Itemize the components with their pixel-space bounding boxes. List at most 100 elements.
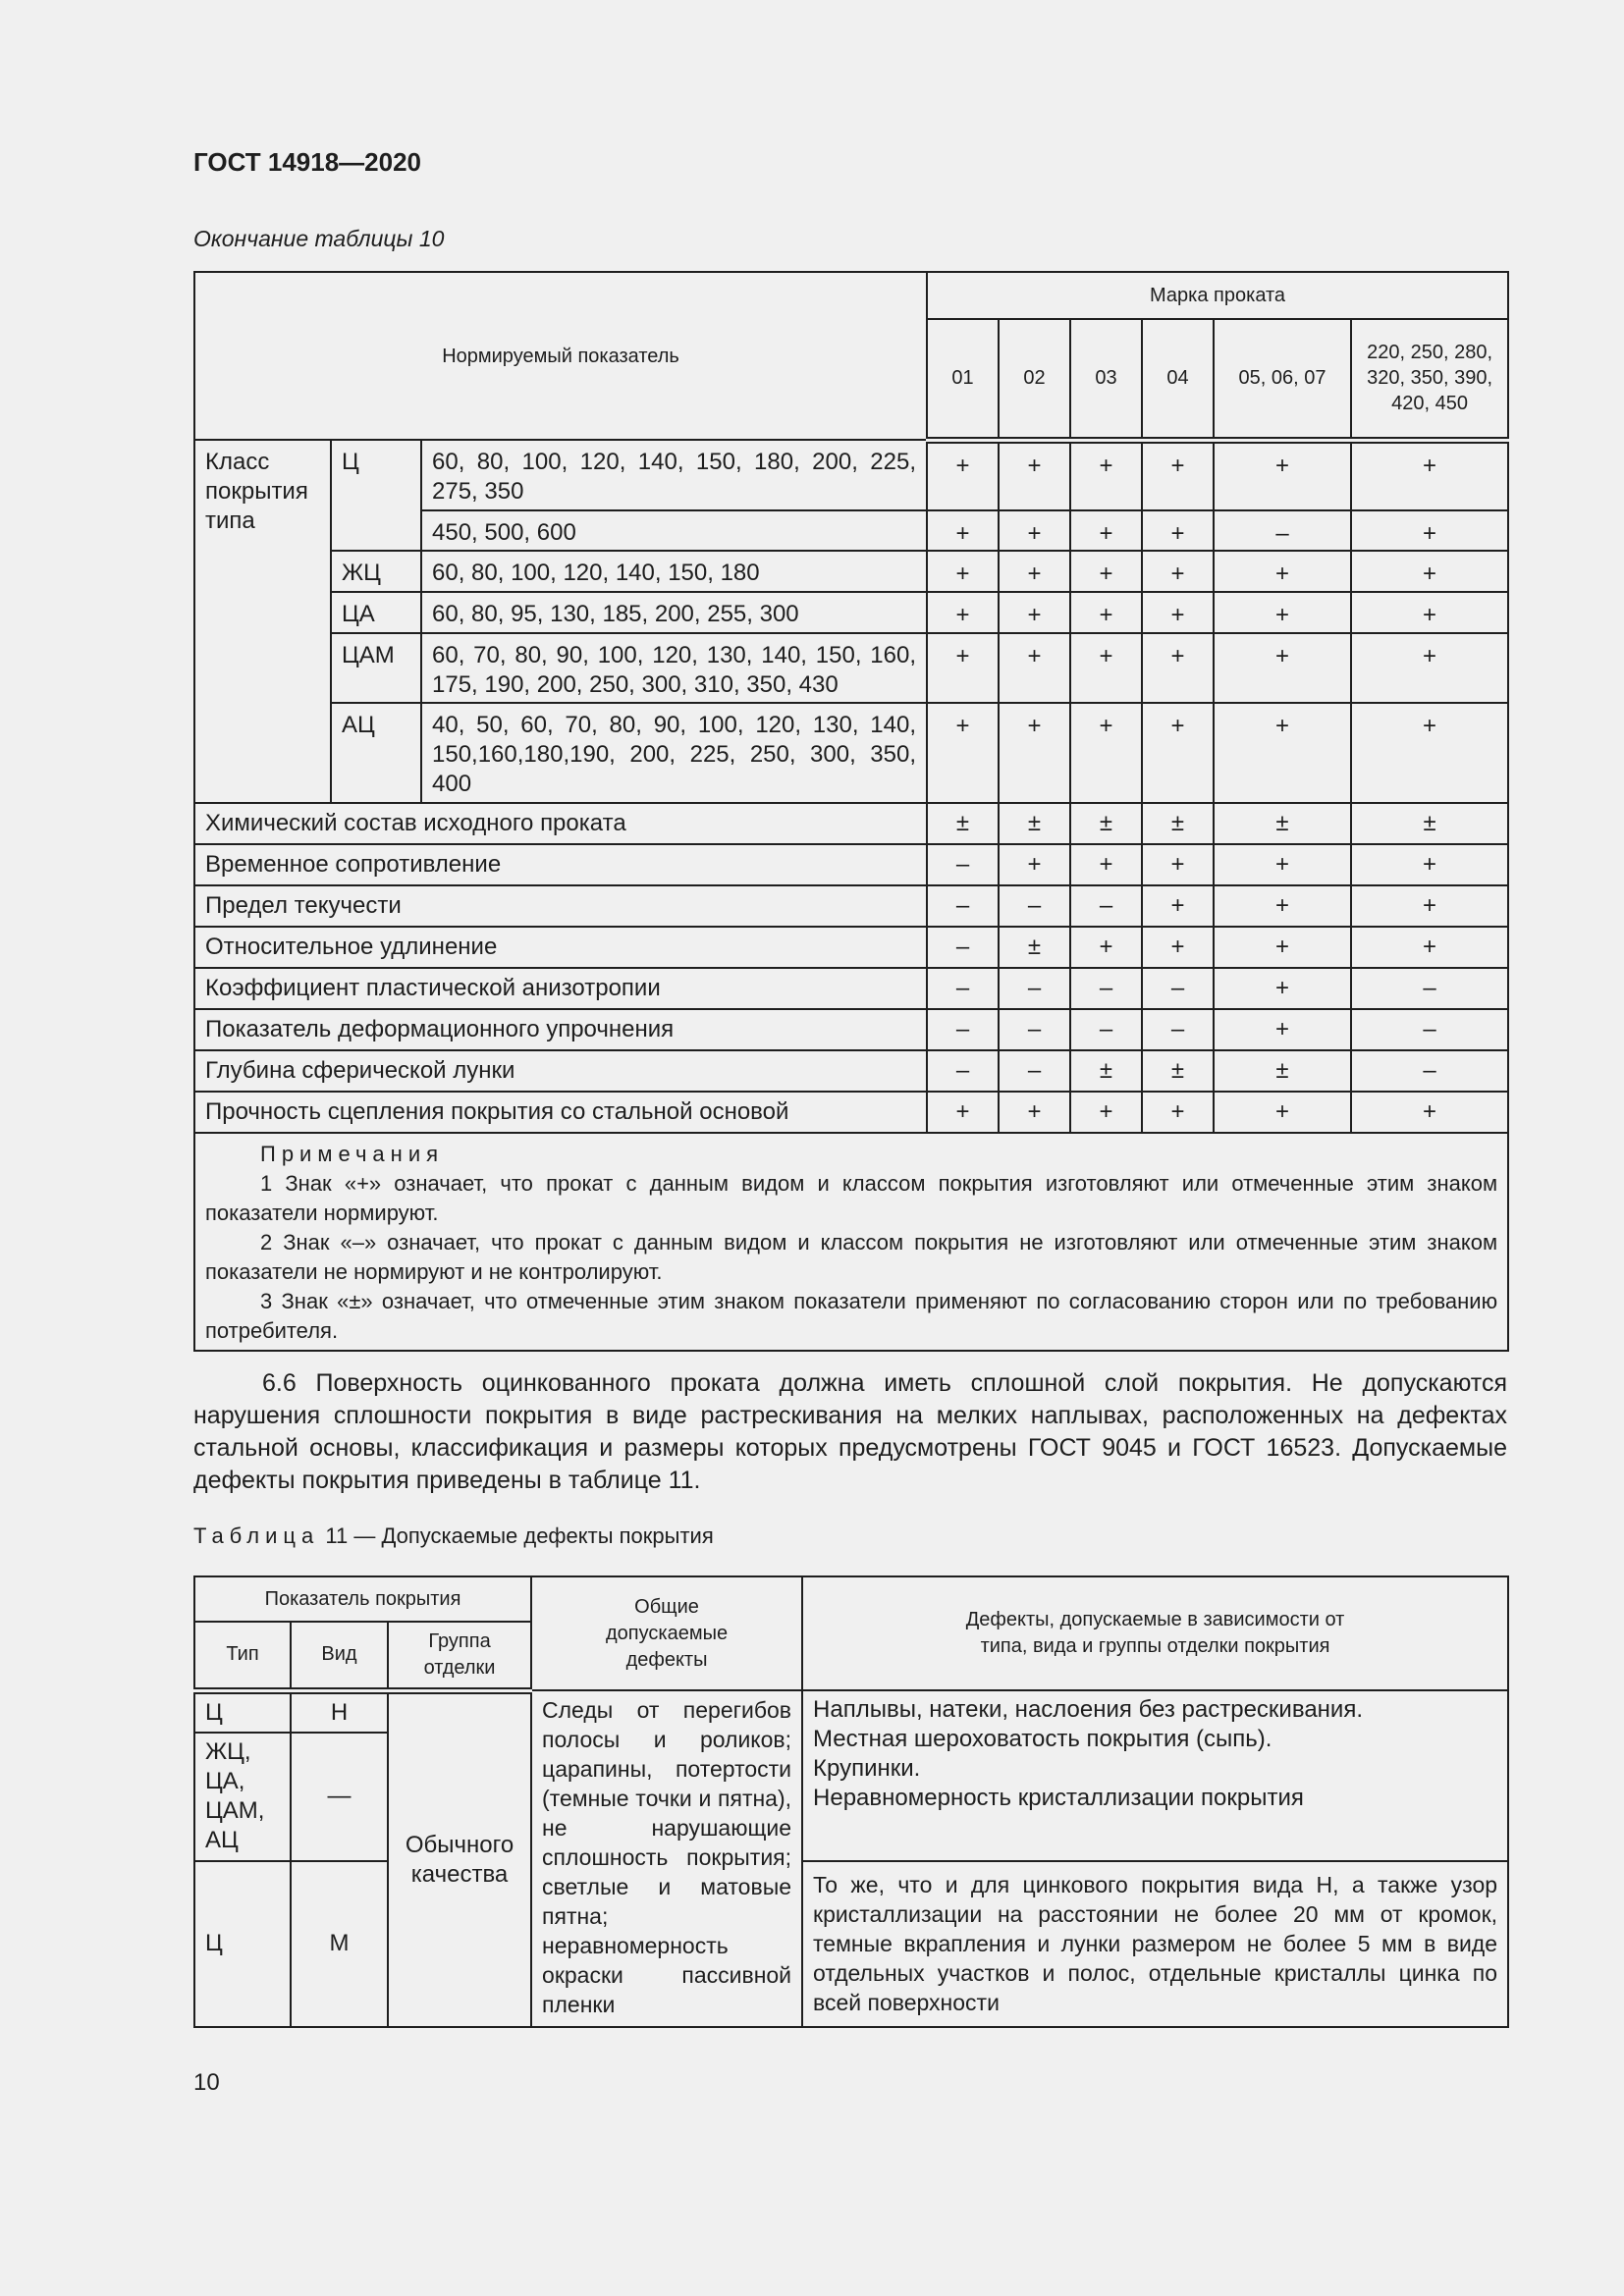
header-indicator: Нормируемый показатель <box>192 271 929 441</box>
coverage-classes: 60, 80, 100, 120, 140, 150, 180 <box>419 550 929 593</box>
value-cell: + <box>1350 550 1510 593</box>
cell-kind: М <box>290 1859 389 2028</box>
value-cell: + <box>926 1091 1001 1134</box>
value-cell: ± <box>1069 802 1144 845</box>
value-cell: + <box>1213 439 1353 511</box>
caption-prefix: Таблица <box>193 1523 320 1548</box>
caption-text: 11 — Допускаемые дефекты покрытия <box>319 1523 714 1548</box>
value-cell: ± <box>998 926 1072 969</box>
table-row: Показатель деформационного упрочнения – – –… <box>192 1008 1510 1051</box>
value-cell: ± <box>1213 1049 1353 1093</box>
defect-item: Крупинки. <box>813 1755 921 1782</box>
value-cell: – <box>1350 1008 1510 1051</box>
property-label: Показатель деформационного упрочнения <box>192 1008 929 1051</box>
grade-header: 220, 250, 280, 320, 350, 390, 420, 450 <box>1350 318 1510 444</box>
value-cell: + <box>1069 702 1144 804</box>
table-row: АЦ 40, 50, 60, 70, 80, 90, 100, 120, 130,… <box>194 702 1510 804</box>
note-item: 2 Знак «–» означает, что прокат с данным… <box>205 1230 1498 1284</box>
cell-type: ЖЦ, ЦА, ЦАМ, АЦ <box>193 1731 292 1862</box>
defect-item: Наплывы, натеки, наслоения без растрески… <box>813 1696 1363 1723</box>
coverage-type: ЦА <box>330 591 422 634</box>
header-type: Тип <box>193 1621 292 1694</box>
cell-defects-a: Наплывы, натеки, наслоения без растрески… <box>801 1689 1510 1862</box>
value-cell: ± <box>1069 1049 1144 1093</box>
table-row: Относительное удлинение – ± + + + + <box>192 926 1510 969</box>
table-11: Показатель покрытия Общие допускаемые де… <box>192 1575 1510 2028</box>
value-cell: + <box>1141 632 1216 704</box>
value-cell: + <box>1350 843 1510 886</box>
value-cell: – <box>1213 509 1353 552</box>
value-cell: ± <box>998 802 1072 845</box>
paragraph-6-6: 6.6 Поверхность оцинкованного проката до… <box>193 1367 1507 1497</box>
property-label: Коэффициент пластической анизотропии <box>192 967 929 1010</box>
value-cell: – <box>926 967 1001 1010</box>
table-row: Глубина сферической лунки – – ± ± ± – <box>192 1049 1510 1093</box>
value-cell: + <box>1350 439 1510 511</box>
cell-kind: Н <box>290 1689 389 1734</box>
table-row: Временное сопротивление – + + + + + <box>192 843 1510 886</box>
cell-type: Ц <box>193 1689 292 1734</box>
value-cell: – <box>998 884 1072 928</box>
value-cell: + <box>1213 702 1353 804</box>
value-cell: ± <box>926 802 1001 845</box>
grade-header: 04 <box>1141 318 1216 444</box>
cell-defects-b: То же, что и для цинкового покрытия вида… <box>801 1859 1510 2028</box>
value-cell: + <box>1213 1008 1353 1051</box>
value-cell: + <box>1350 926 1510 969</box>
value-cell: + <box>998 509 1072 552</box>
value-cell: + <box>1069 591 1144 634</box>
value-cell: + <box>1069 926 1144 969</box>
value-cell: + <box>926 550 1001 593</box>
paragraph-text: 6.6 Поверхность оцинкованного проката до… <box>193 1369 1507 1494</box>
value-cell: – <box>1350 1049 1510 1093</box>
value-cell: + <box>1213 591 1353 634</box>
grade-header: 02 <box>998 318 1072 444</box>
grade-header: 01 <box>926 318 1001 444</box>
value-cell: + <box>1213 926 1353 969</box>
coverage-classes: 60, 80, 100, 120, 140, 150, 180, 200, 22… <box>419 439 929 511</box>
table-11-caption: Таблица 11 — Допускаемые дефекты покрыти… <box>193 1523 714 1549</box>
value-cell: + <box>926 591 1001 634</box>
property-label: Глубина сферической лунки <box>192 1049 929 1093</box>
value-cell: + <box>998 591 1072 634</box>
table-10: Нормируемый показатель Марка проката 01 0… <box>192 271 1510 1352</box>
coverage-classes: 40, 50, 60, 70, 80, 90, 100, 120, 130, 1… <box>419 702 929 804</box>
defect-item: Неравномерность кристаллизации покрытия <box>813 1785 1304 1811</box>
header-indicator: Показатель покрытия <box>192 1575 533 1623</box>
value-cell: + <box>926 439 1001 511</box>
value-cell: + <box>1213 967 1353 1010</box>
header-grade: Марка проката <box>926 271 1510 320</box>
note-item: 1 Знак «+» означает, что прокат с данным… <box>205 1171 1498 1225</box>
value-cell: + <box>998 702 1072 804</box>
value-cell: + <box>1213 884 1353 928</box>
table-row: ЦА 60, 80, 95, 130, 185, 200, 255, 300 + + +… <box>194 591 1510 634</box>
coverage-classes: 60, 70, 80, 90, 100, 120, 130, 140, 150,… <box>419 632 929 704</box>
value-cell: + <box>1069 439 1144 511</box>
value-cell: – <box>926 926 1001 969</box>
value-cell: + <box>998 632 1072 704</box>
value-cell: ± <box>1213 802 1353 845</box>
coverage-type: АЦ <box>330 702 422 804</box>
property-label: Прочность сцепления покрытия со стальной… <box>192 1091 929 1134</box>
property-label: Химический состав исходного проката <box>192 802 929 845</box>
defect-item: Местная шероховатость покрытия (сыпь). <box>813 1726 1272 1752</box>
cell-kind: — <box>290 1731 389 1862</box>
value-cell: + <box>1141 884 1216 928</box>
value-cell: – <box>1141 967 1216 1010</box>
value-cell: + <box>1350 1091 1510 1134</box>
value-cell: – <box>998 967 1072 1010</box>
value-cell: – <box>926 1049 1001 1093</box>
value-cell: + <box>1069 843 1144 886</box>
value-cell: – <box>998 1008 1072 1051</box>
table-continuation-caption: Окончание таблицы 10 <box>193 226 445 251</box>
value-cell: – <box>1069 884 1144 928</box>
cell-type: Ц <box>193 1859 292 2028</box>
document-title: ГОСТ 14918—2020 <box>193 147 421 177</box>
value-cell: + <box>1141 843 1216 886</box>
grade-header: 05, 06, 07 <box>1213 318 1353 444</box>
value-cell: + <box>998 1091 1072 1134</box>
header-general: Общие допускаемые дефекты <box>530 1575 804 1691</box>
coverage-label: Класс покрытия типа <box>193 439 332 804</box>
notes-title: Примечания <box>260 1142 445 1166</box>
value-cell: – <box>1069 1008 1144 1051</box>
